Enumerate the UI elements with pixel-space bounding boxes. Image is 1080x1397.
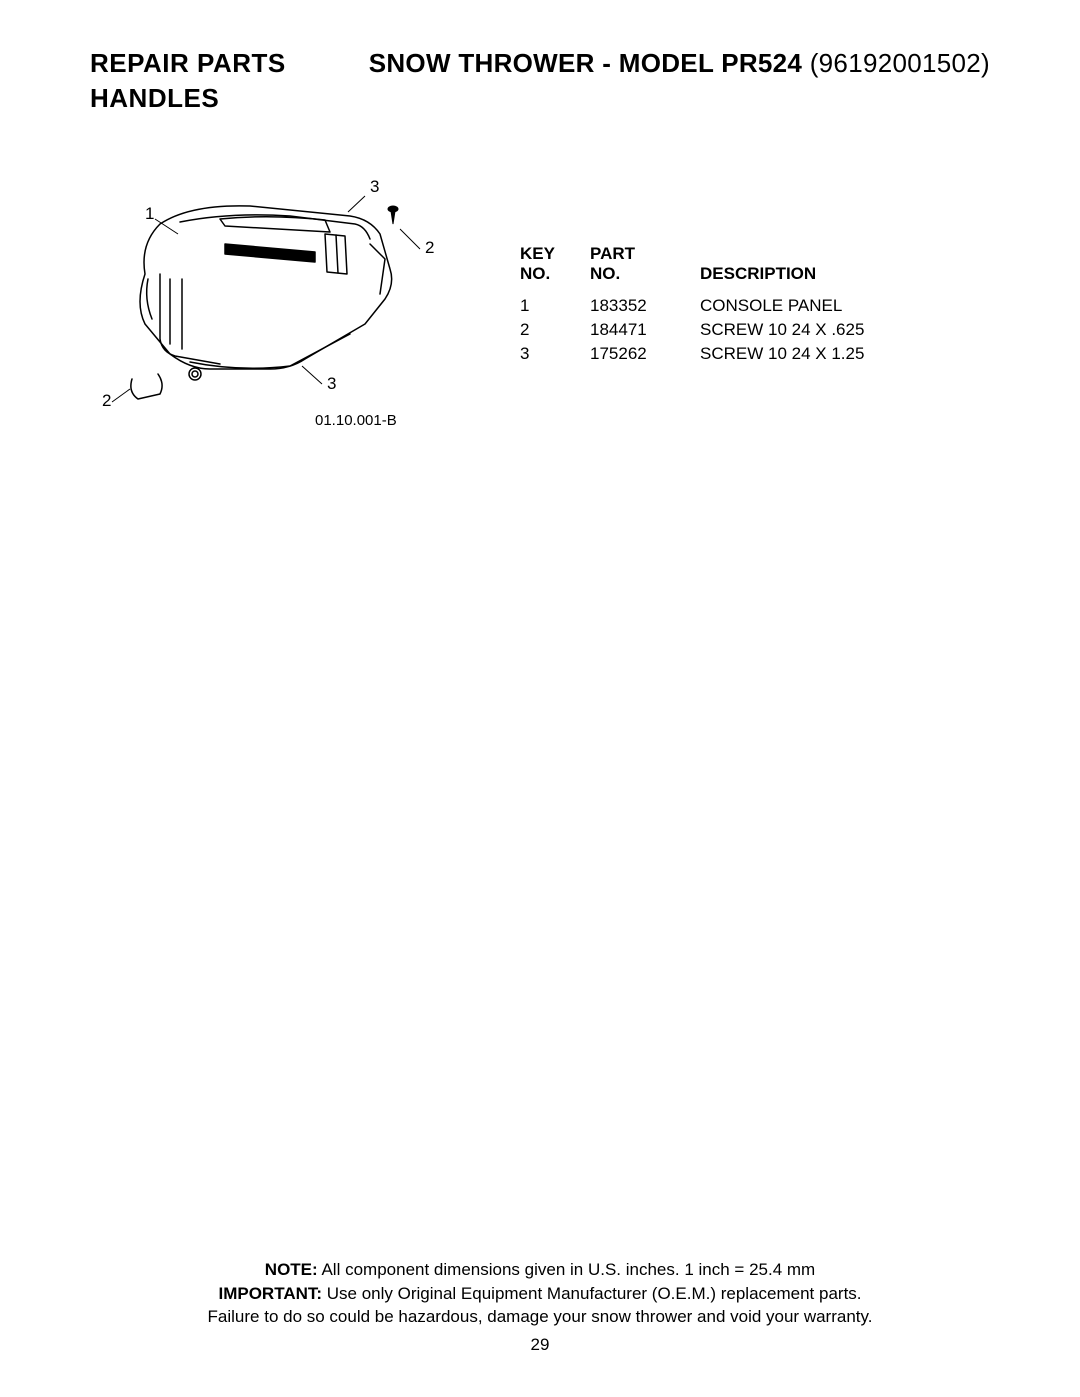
- model-code: (96192001502): [802, 48, 990, 78]
- table-header-row: KEYNO. PARTNO. DESCRIPTION: [520, 244, 930, 294]
- callout-label: 2: [102, 391, 111, 410]
- callout-label: 3: [327, 374, 336, 393]
- important-line: IMPORTANT: Use only Original Equipment M…: [0, 1282, 1080, 1306]
- table-row: 1183352CONSOLE PANEL: [520, 294, 930, 318]
- model-bold: PR524: [721, 48, 802, 78]
- content-area: 12332 01.10.001-B KEYNO. PARTNO. DESCRIP…: [0, 114, 1080, 429]
- table-row: 2184471SCREW 10 24 X .625: [520, 318, 930, 342]
- repair-parts-title: REPAIR PARTS: [90, 48, 286, 79]
- cell-key: 3: [520, 342, 590, 366]
- important-label: IMPORTANT:: [218, 1284, 322, 1303]
- note-label: NOTE:: [265, 1260, 318, 1279]
- header-desc: DESCRIPTION: [700, 244, 930, 294]
- parts-diagram: 1 2 3 3 2: [90, 144, 450, 424]
- cell-desc: CONSOLE PANEL: [700, 294, 930, 318]
- header-key: KEYNO.: [520, 244, 590, 294]
- cell-part: 183352: [590, 294, 700, 318]
- page-number: 29: [0, 1333, 1080, 1357]
- note-line: NOTE: All component dimensions given in …: [0, 1258, 1080, 1282]
- header-right: SNOW THROWER - MODEL PR524 (96192001502): [369, 48, 990, 114]
- handles-title: HANDLES: [90, 83, 286, 114]
- table-area: KEYNO. PARTNO. DESCRIPTION 1183352CONSOL…: [490, 144, 990, 429]
- parts-table: KEYNO. PARTNO. DESCRIPTION 1183352CONSOL…: [520, 244, 930, 366]
- page-footer: NOTE: All component dimensions given in …: [0, 1258, 1080, 1357]
- callout-label: 1: [145, 204, 154, 223]
- page-header: REPAIR PARTS HANDLES SNOW THROWER - MODE…: [0, 0, 1080, 114]
- table-row: 3175262SCREW 10 24 X 1.25: [520, 342, 930, 366]
- important-text: Use only Original Equipment Manufacturer…: [322, 1284, 862, 1303]
- callout-label: 2: [425, 238, 434, 257]
- cell-desc: SCREW 10 24 X 1.25: [700, 342, 930, 366]
- cell-desc: SCREW 10 24 X .625: [700, 318, 930, 342]
- cell-part: 184471: [590, 318, 700, 342]
- callout-label: 3: [370, 177, 379, 196]
- failure-line: Failure to do so could be hazardous, dam…: [0, 1305, 1080, 1329]
- cell-key: 2: [520, 318, 590, 342]
- model-prefix: SNOW THROWER - MODEL: [369, 48, 721, 78]
- cell-part: 175262: [590, 342, 700, 366]
- diagram-area: 1 2 3 3 2 01.10.001-B: [90, 144, 490, 429]
- note-text: All component dimensions given in U.S. i…: [318, 1260, 816, 1279]
- diagram-code: 01.10.001-B: [315, 412, 397, 429]
- header-part: PARTNO.: [590, 244, 700, 294]
- header-left: REPAIR PARTS HANDLES: [90, 48, 286, 114]
- cell-key: 1: [520, 294, 590, 318]
